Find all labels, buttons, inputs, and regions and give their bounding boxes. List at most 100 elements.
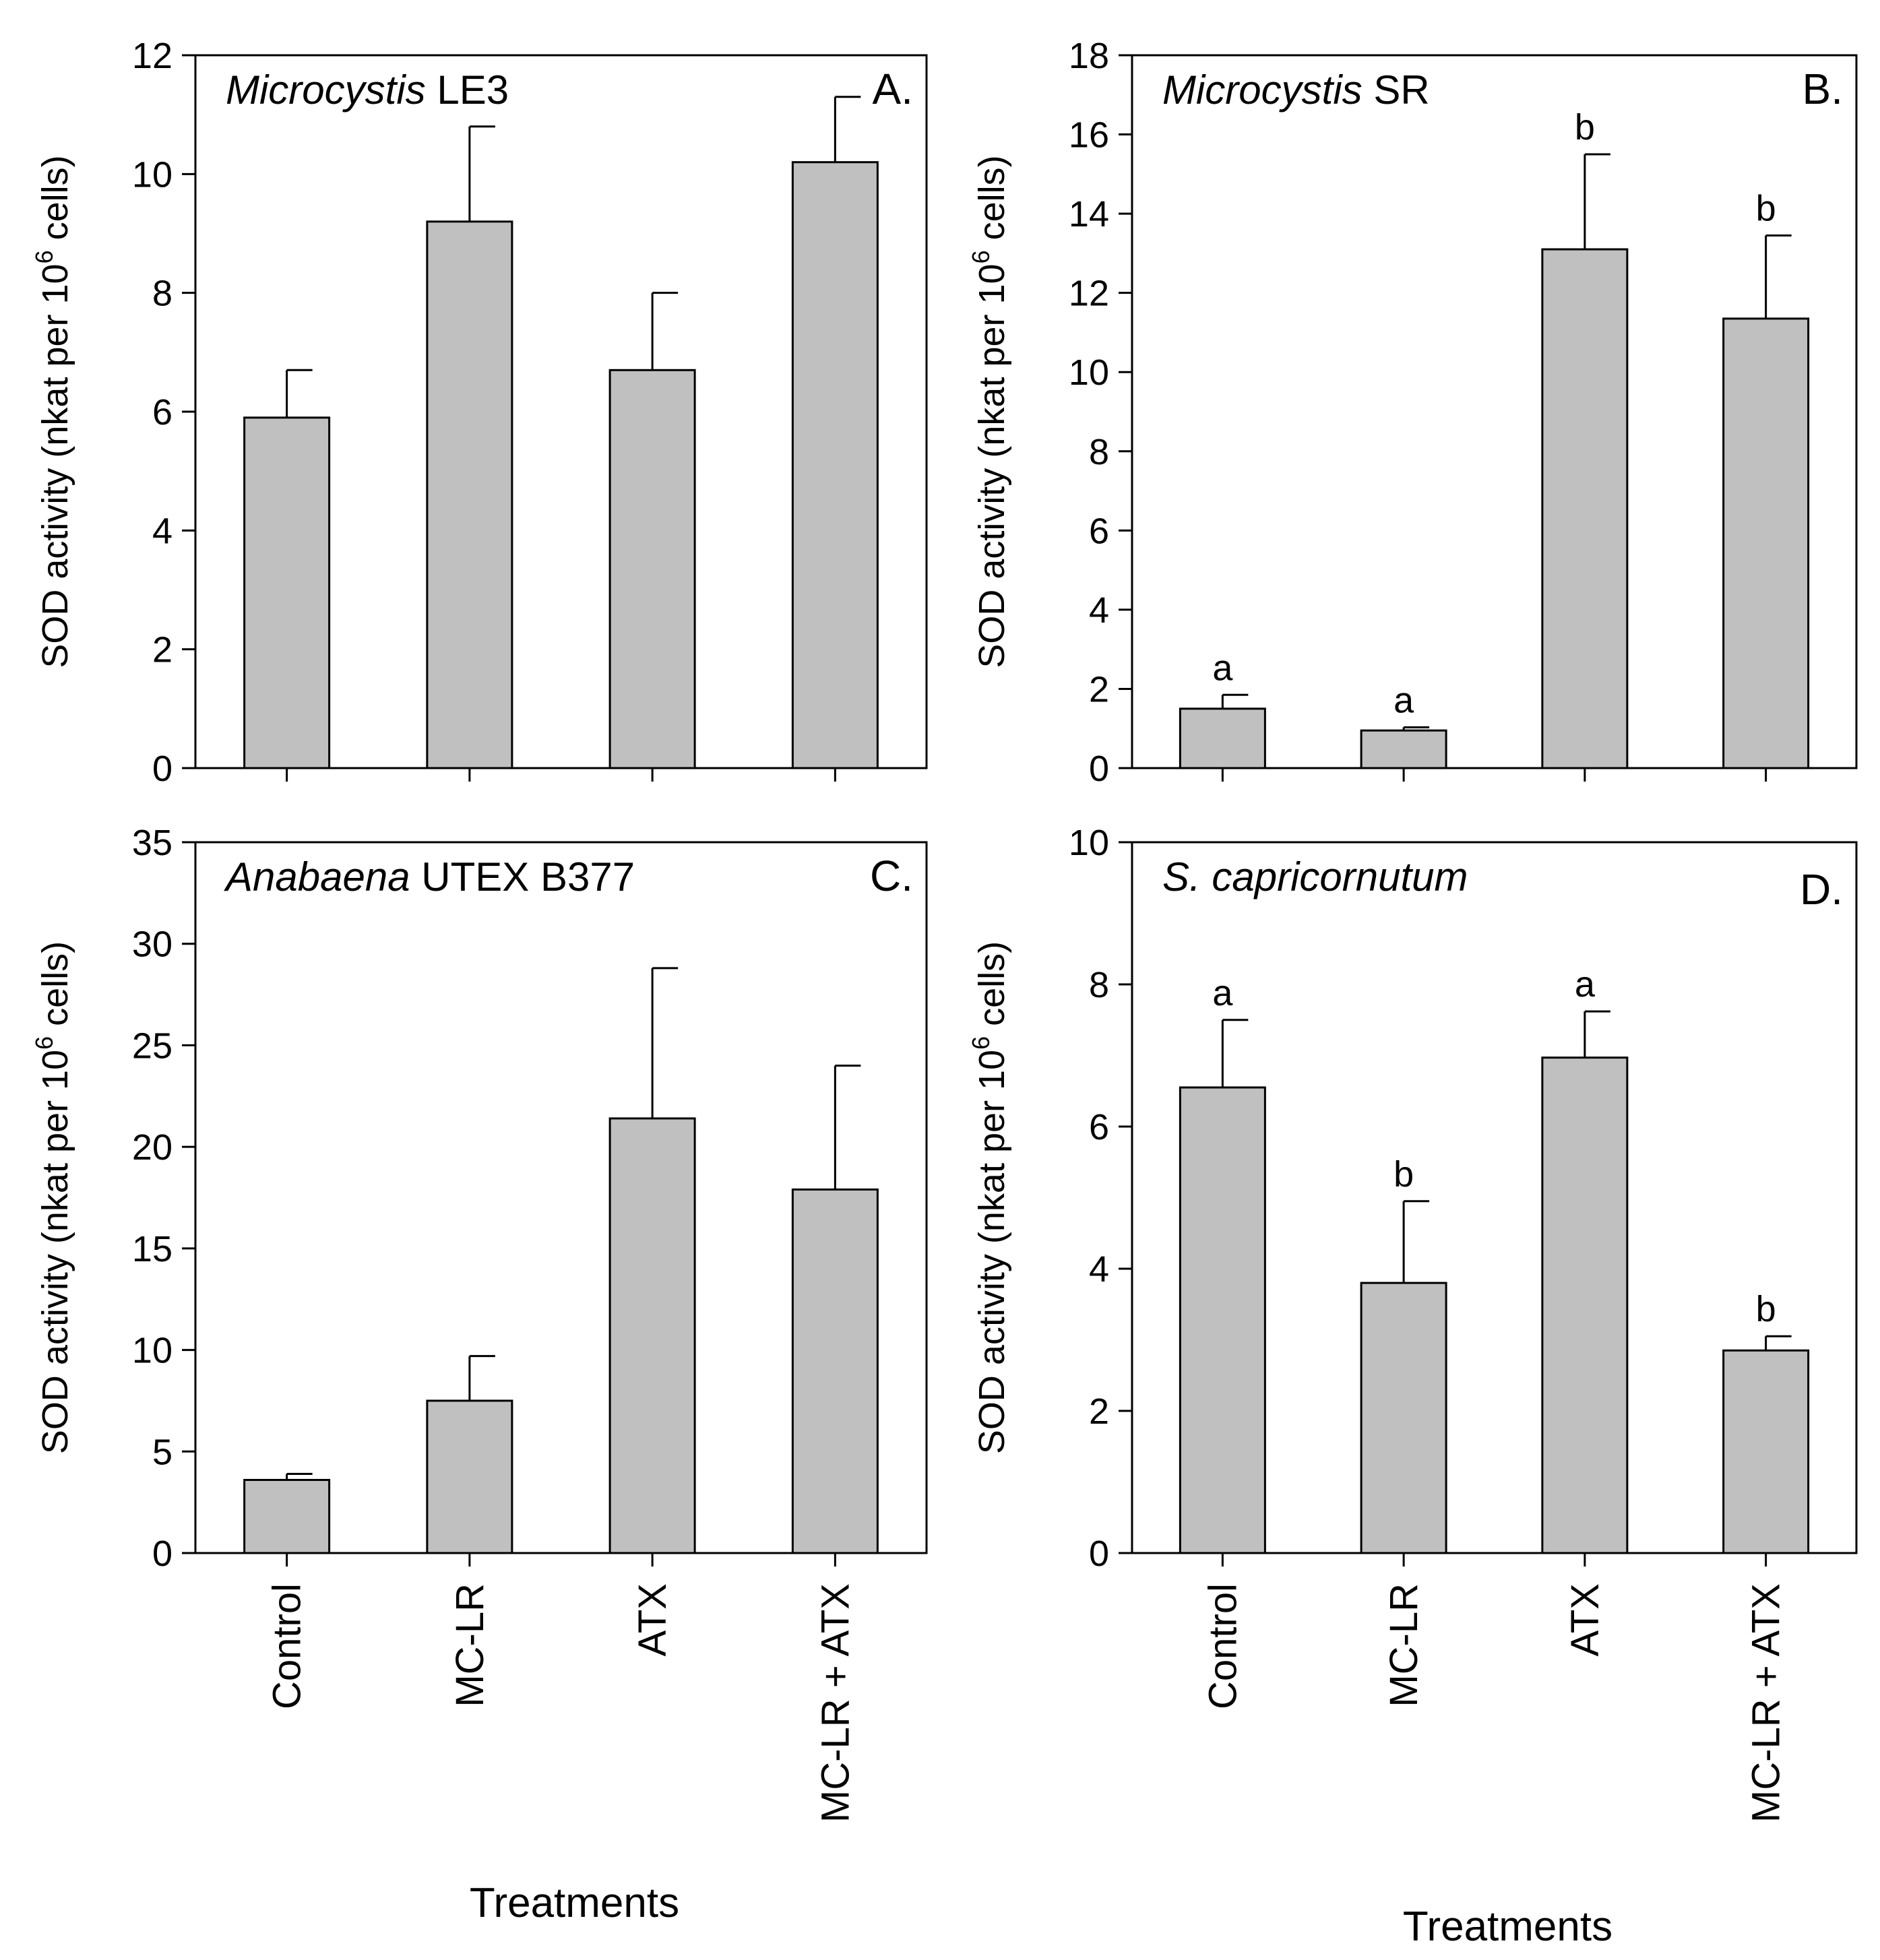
bar xyxy=(243,416,331,769)
y-tick-label: 35 xyxy=(132,823,173,863)
significance-label: a xyxy=(1575,964,1596,1005)
y-axis-title-end: cells) xyxy=(35,155,75,250)
y-tick-label: 2 xyxy=(1089,1391,1109,1432)
category-label: ATX xyxy=(1563,1583,1607,1657)
y-tick-label: 5 xyxy=(152,1432,173,1472)
bar xyxy=(791,161,879,769)
panel-title: Microcystis SR xyxy=(1162,67,1430,113)
y-axis-title-superscript: 6 xyxy=(30,1036,58,1050)
y-tick-label: 10 xyxy=(1069,352,1109,393)
y-tick-label: 8 xyxy=(1089,432,1109,472)
y-tick-label: 8 xyxy=(1089,965,1109,1005)
panel-title-strain: UTEX B377 xyxy=(410,854,635,899)
panel-title: Anabaena UTEX B377 xyxy=(224,854,635,899)
y-tick-label: 10 xyxy=(1069,823,1109,863)
category-label: MC-LR xyxy=(1382,1583,1426,1707)
panel-title-species: S. capricornutum xyxy=(1162,854,1468,899)
y-tick-label: 12 xyxy=(1069,274,1109,314)
y-tick-label: 14 xyxy=(1069,194,1109,234)
y-tick-label: 10 xyxy=(132,1331,173,1371)
bar xyxy=(1541,248,1629,769)
y-axis-title-main: SOD activity (nkat per 10 xyxy=(35,1050,75,1454)
y-tick-label: 12 xyxy=(132,36,173,76)
bar xyxy=(1541,1056,1629,1554)
panel-title-species: Microcystis xyxy=(1162,67,1362,113)
bar xyxy=(243,1478,331,1554)
y-axis-title-main: SOD activity (nkat per 10 xyxy=(972,1050,1012,1454)
x-axis-title: Treatments xyxy=(470,1880,679,1926)
category-label: Control xyxy=(265,1583,309,1709)
y-tick-label: 16 xyxy=(1069,115,1109,156)
y-tick-label: 4 xyxy=(1089,1249,1109,1290)
significance-label: a xyxy=(1212,647,1233,688)
significance-label: a xyxy=(1393,680,1414,720)
y-tick-label: 2 xyxy=(152,630,173,670)
y-axis-title-end: cells) xyxy=(972,941,1012,1036)
panel-letter: C. xyxy=(870,852,913,900)
category-label: Control xyxy=(1201,1583,1245,1709)
y-axis-title: SOD activity (nkat per 106 cells) xyxy=(967,941,1012,1454)
bar xyxy=(426,220,513,769)
y-axis-title: SOD activity (nkat per 106 cells) xyxy=(30,155,75,668)
significance-label: b xyxy=(1756,188,1776,228)
panel-title-strain: LE3 xyxy=(426,67,509,113)
bar xyxy=(791,1188,879,1554)
y-tick-label: 0 xyxy=(1089,1534,1109,1574)
y-tick-label: 8 xyxy=(152,274,173,314)
y-tick-label: 6 xyxy=(152,392,173,433)
y-axis-title-superscript: 6 xyxy=(967,1036,995,1050)
y-tick-label: 30 xyxy=(132,924,173,965)
bar xyxy=(608,369,696,769)
x-axis-title: Treatments xyxy=(1403,1903,1612,1950)
bar xyxy=(1722,1349,1810,1554)
y-tick-label: 0 xyxy=(152,1534,173,1574)
bar xyxy=(1179,1086,1266,1554)
bar xyxy=(608,1117,696,1554)
category-label: MC-LR xyxy=(448,1583,492,1707)
y-axis-title-end: cells) xyxy=(35,941,75,1036)
significance-label: b xyxy=(1575,107,1595,148)
bar xyxy=(426,1399,513,1554)
category-label: ATX xyxy=(631,1583,675,1657)
y-axis-title-end: cells) xyxy=(972,155,1012,250)
y-tick-label: 6 xyxy=(1089,1107,1109,1147)
y-tick-label: 25 xyxy=(132,1025,173,1066)
y-tick-label: 6 xyxy=(1089,511,1109,551)
y-tick-label: 20 xyxy=(132,1127,173,1168)
y-tick-label: 0 xyxy=(1089,749,1109,789)
y-axis-title-main: SOD activity (nkat per 10 xyxy=(35,263,75,668)
panel-letter: B. xyxy=(1803,65,1843,113)
category-label: MC-LR + ATX xyxy=(1745,1583,1788,1823)
y-axis-title-main: SOD activity (nkat per 10 xyxy=(972,263,1012,668)
plot-frame xyxy=(1131,841,1858,1554)
significance-label: b xyxy=(1756,1289,1776,1329)
panel-title: S. capricornutum xyxy=(1162,854,1468,899)
y-tick-label: 15 xyxy=(132,1229,173,1269)
plot-frame xyxy=(1131,54,1858,769)
panel-letter: D. xyxy=(1800,865,1843,914)
plot-frame xyxy=(194,841,928,1554)
bar xyxy=(1179,707,1266,769)
panel-title-strain: SR xyxy=(1362,67,1430,113)
bar xyxy=(1360,1282,1447,1554)
y-axis-title: SOD activity (nkat per 106 cells) xyxy=(30,941,75,1454)
panel-letter: A. xyxy=(873,65,913,113)
y-tick-label: 10 xyxy=(132,154,173,195)
y-tick-label: 0 xyxy=(152,749,173,789)
panel-b-chart: 0 2 4 6 8 10 12 14 16 18 SOD activity (nkat per 10… xyxy=(967,36,1858,789)
y-tick-label: 4 xyxy=(1089,590,1109,631)
category-label: MC-LR + ATX xyxy=(813,1583,857,1823)
panel-title-species: Microcystis xyxy=(226,67,426,113)
panel-c-chart: 0 5 10 15 20 25 30 35 SOD activity (nkat per 106… xyxy=(30,823,928,1926)
y-tick-label: 18 xyxy=(1069,36,1109,76)
y-axis-title: SOD activity (nkat per 106 cells) xyxy=(967,155,1012,668)
y-tick-label: 4 xyxy=(152,511,173,551)
panel-title-species: Anabaena xyxy=(224,854,410,899)
bar xyxy=(1722,317,1810,769)
y-axis-title-superscript: 6 xyxy=(967,250,995,263)
y-axis-title-superscript: 6 xyxy=(30,250,58,263)
significance-label: a xyxy=(1212,973,1233,1013)
